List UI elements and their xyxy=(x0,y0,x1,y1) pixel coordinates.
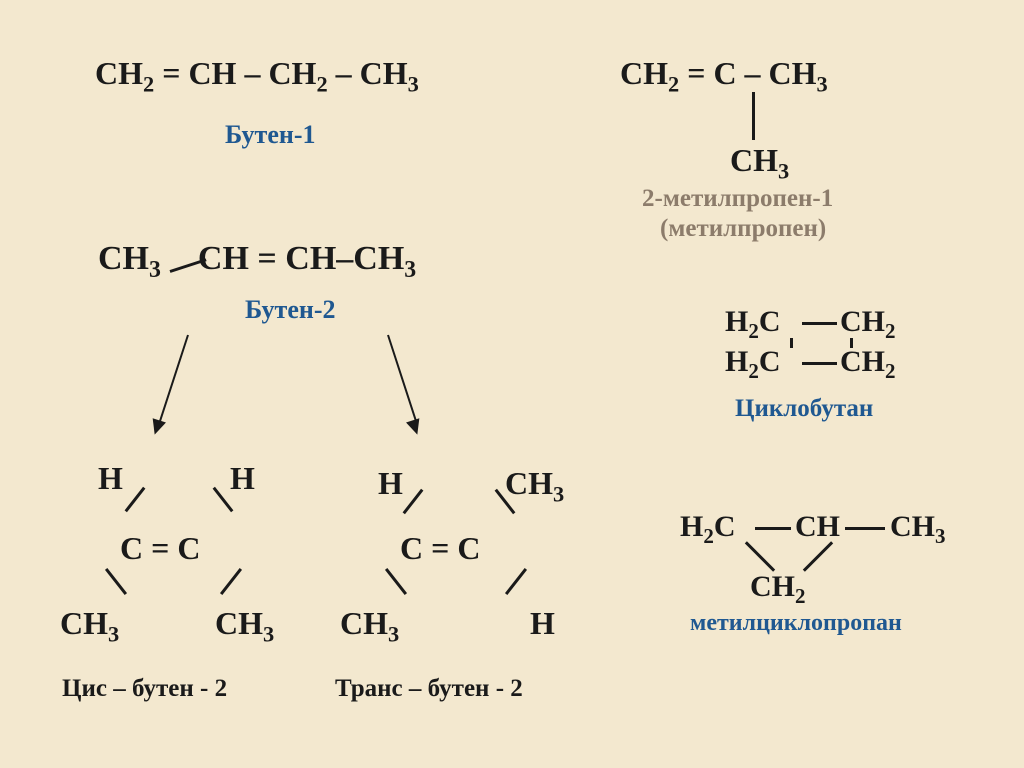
cyclobutane-left xyxy=(790,338,793,348)
methylpropene-label: 2-метилпропен-1 xyxy=(642,185,833,213)
cyclobutane-tr: CH2 xyxy=(840,305,896,344)
cyclobutane-top xyxy=(802,322,837,325)
methylpropene-branch-bond xyxy=(752,92,755,140)
cis-h-right: H xyxy=(230,460,255,497)
trans-h-right-bottom: H xyxy=(530,605,555,642)
cis-ch3-right: CH3 xyxy=(215,605,274,647)
cis-bond-br xyxy=(220,568,242,595)
cis-center: C = C xyxy=(120,530,200,567)
cyclobutane-bl: H2C xyxy=(725,345,781,384)
trans-h-left: H xyxy=(378,465,403,502)
butene-1-formula: CH2 = CH – CH2 – CH3 xyxy=(95,55,419,97)
trans-ch3-left-bottom: CH3 xyxy=(340,605,399,647)
cyclobutane-bottom xyxy=(802,362,837,365)
cis-h-left: H xyxy=(98,460,123,497)
arrow-right-head xyxy=(406,418,424,437)
mcp-label: метилциклопропан xyxy=(690,610,902,637)
trans-bond-br xyxy=(505,568,527,595)
arrow-left-line xyxy=(158,335,189,426)
mcp-bond-top-right xyxy=(845,527,885,530)
cyclobutane-br: CH2 xyxy=(840,345,896,384)
butene-2-formula: CH3 CH = CH–CH3 xyxy=(98,240,416,284)
mcp-bond-right-diag xyxy=(803,541,833,571)
mcp-bottom: CH2 xyxy=(750,570,806,609)
mcp-top-mid: CH xyxy=(795,510,840,544)
cis-bond-tl xyxy=(125,487,146,512)
trans-center: C = C xyxy=(400,530,480,567)
cis-label: Цис – бутен - 2 xyxy=(62,675,227,703)
butene-2-label: Бутен-2 xyxy=(245,295,336,325)
trans-label: Транс – бутен - 2 xyxy=(335,675,523,703)
mcp-bond-top-left xyxy=(755,527,791,530)
trans-bond-bl xyxy=(385,568,407,595)
trans-ch3-right-top: CH3 xyxy=(505,465,564,507)
arrow-right-line xyxy=(387,335,418,426)
cyclobutane-right xyxy=(850,338,853,348)
mcp-bond-left-diag xyxy=(745,541,775,571)
trans-bond-tl xyxy=(403,489,424,514)
cis-ch3-left: CH3 xyxy=(60,605,119,647)
methylpropene-top: CH2 = C – CH3 xyxy=(620,55,828,97)
cyclobutane-tl: H2C xyxy=(725,305,781,344)
methylpropene-label2: (метилпропен) xyxy=(660,215,826,243)
cyclobutane-label: Циклобутан xyxy=(735,395,873,423)
arrow-left-head xyxy=(148,418,166,437)
methylpropene-branch: CH3 xyxy=(730,142,789,184)
mcp-top-left: H2C xyxy=(680,510,736,549)
cis-bond-bl xyxy=(105,568,127,595)
butene-1-label: Бутен-1 xyxy=(225,120,316,150)
mcp-top-right: CH3 xyxy=(890,510,946,549)
